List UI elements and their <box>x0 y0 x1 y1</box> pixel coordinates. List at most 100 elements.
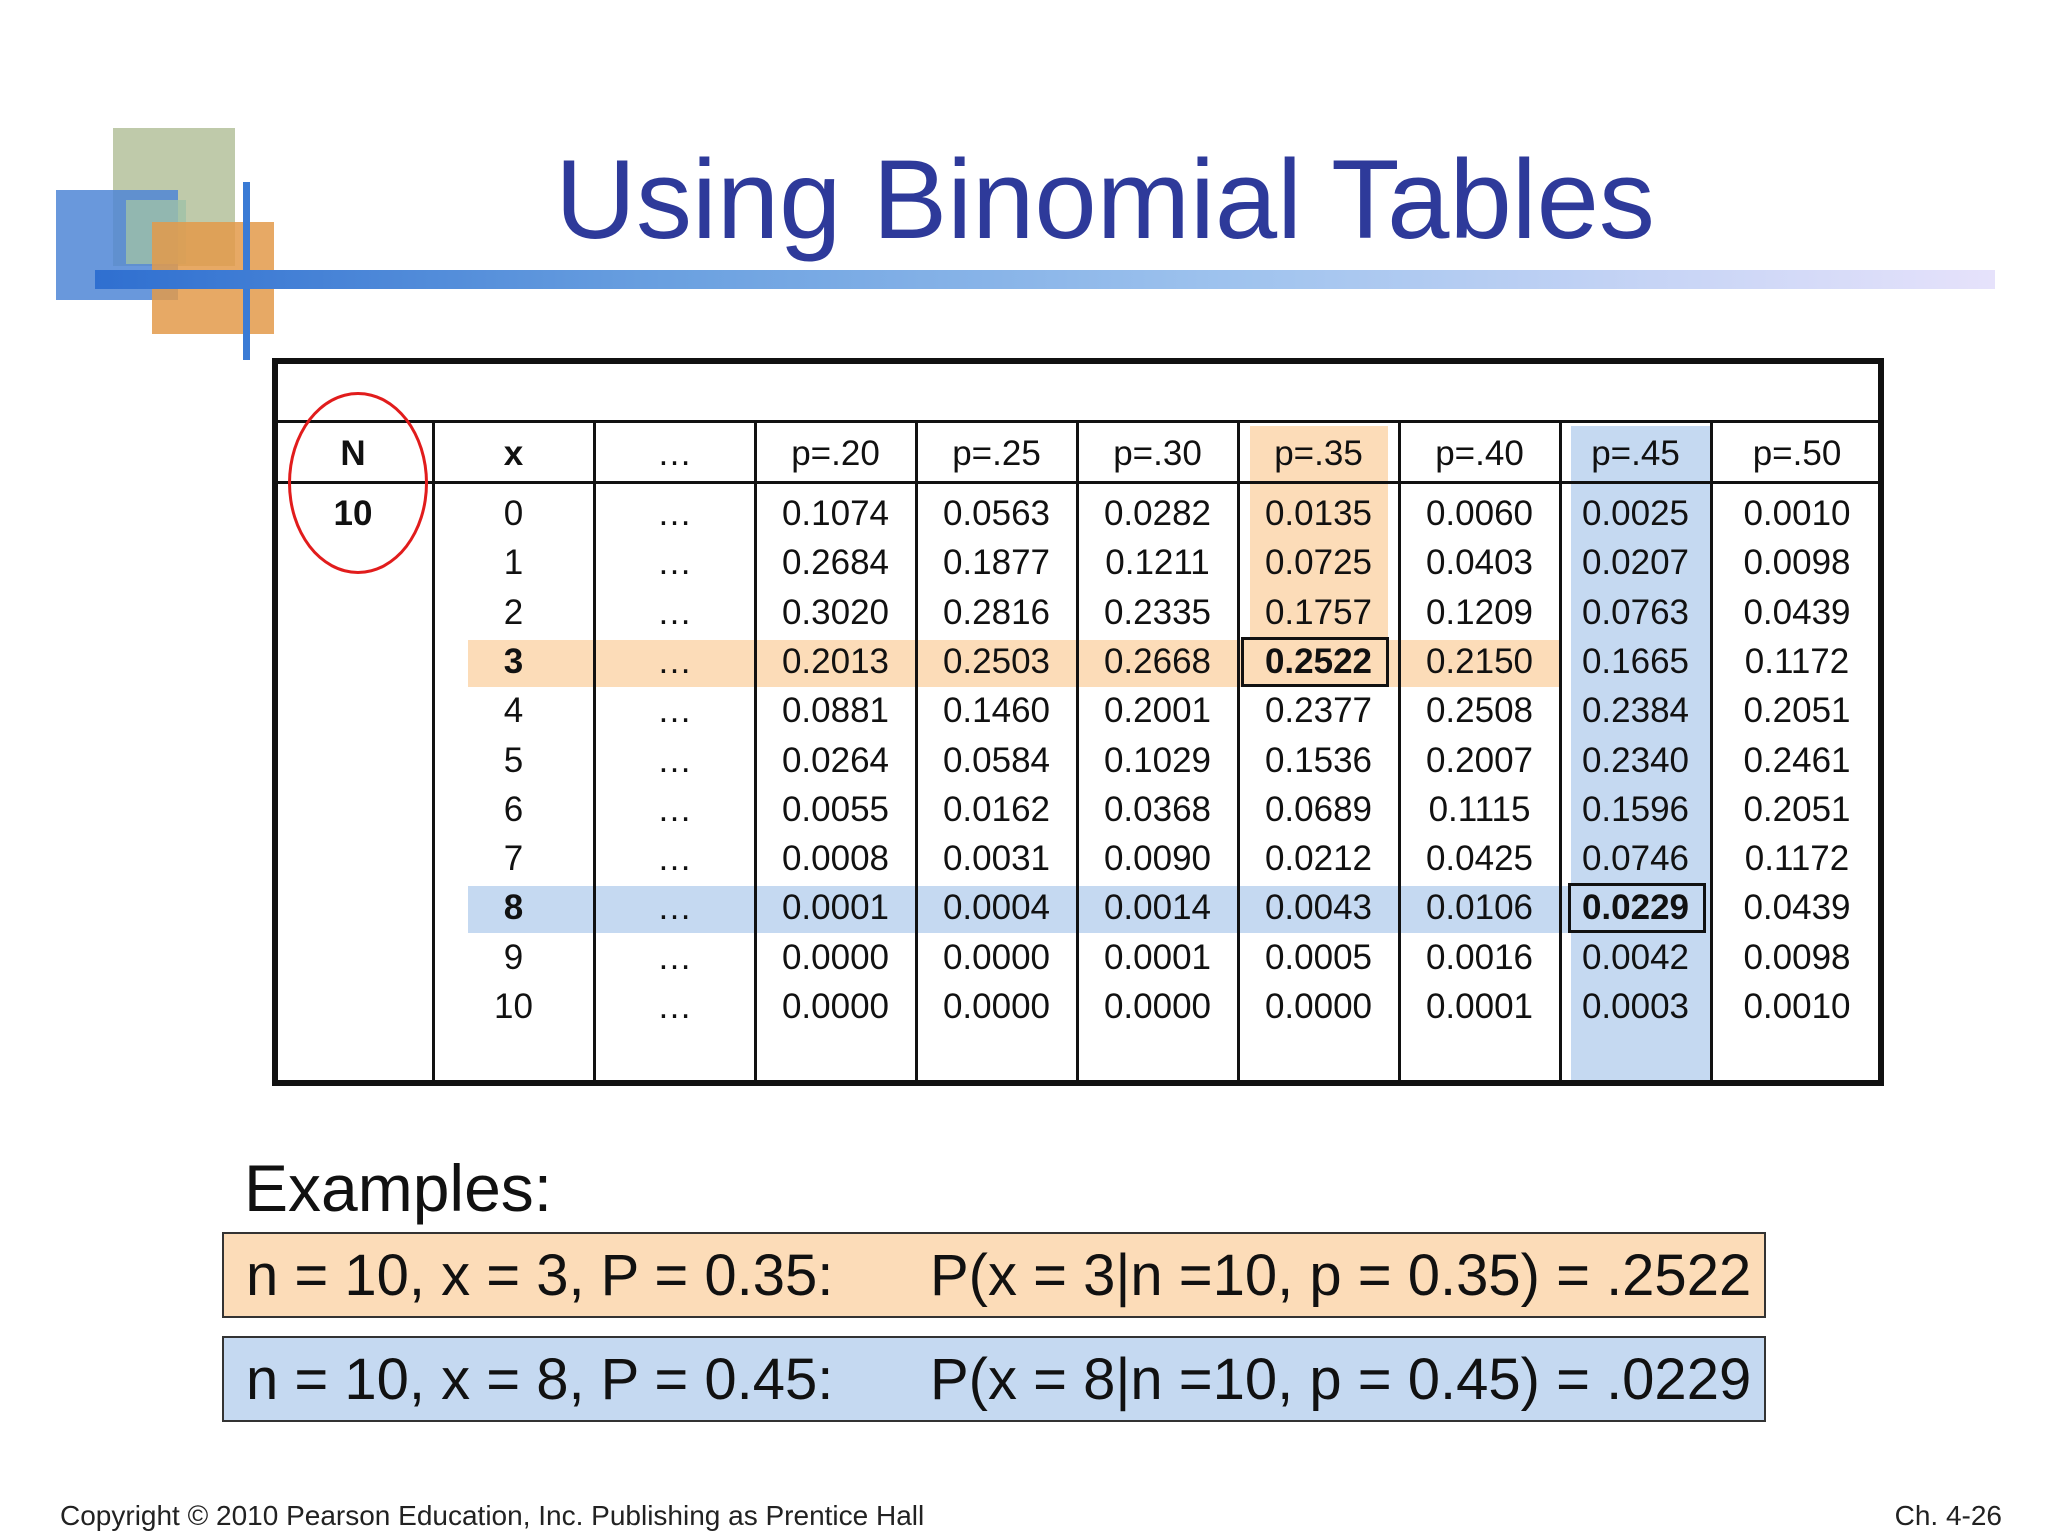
column-header: p=.40 <box>1435 434 1524 473</box>
probability-cell: 0.0439 <box>1743 592 1851 632</box>
probability-cell: 0.0098 <box>1743 543 1851 583</box>
probability-cell: 0.1115 <box>1428 789 1531 829</box>
probability-cell: 0.3020 <box>781 592 890 632</box>
probability-cell: 0.0060 <box>1425 494 1534 533</box>
probability-cell: 0.1172 <box>1744 839 1850 879</box>
probability-cell: 0.0031 <box>942 839 1051 879</box>
ellipsis-cell: … <box>657 543 692 583</box>
ellipsis-cell: … <box>657 987 692 1026</box>
ellipsis-cell: … <box>657 740 692 780</box>
probability-cell: 0.0000 <box>781 987 890 1026</box>
column-separator <box>915 422 918 1084</box>
probability-cell: 0.0207 <box>1581 543 1690 583</box>
probability-cell: 0.2461 <box>1743 740 1851 780</box>
slide-title: Using Binomial Tables <box>555 137 1655 262</box>
probability-cell: 0.0000 <box>781 937 890 977</box>
highlight-column-p35 <box>1250 426 1388 646</box>
probability-cell: 0.0229 <box>1581 888 1690 928</box>
probability-cell: 0.0689 <box>1264 789 1373 829</box>
probability-cell: 0.0264 <box>781 740 890 780</box>
probability-cell: 0.0000 <box>942 937 1051 977</box>
probability-cell: 0.2668 <box>1103 641 1212 681</box>
probability-cell: 0.0010 <box>1743 494 1851 533</box>
probability-cell: 0.0001 <box>1425 987 1534 1026</box>
x-value-cell: 7 <box>503 839 524 879</box>
x-value-cell: 4 <box>503 691 524 731</box>
probability-cell: 0.0043 <box>1264 888 1373 928</box>
probability-cell: 0.0005 <box>1264 937 1373 977</box>
probability-cell: 0.0000 <box>1103 987 1212 1026</box>
column-separator <box>432 422 435 1084</box>
probability-cell: 0.0563 <box>942 494 1051 533</box>
probability-cell: 0.1074 <box>781 494 890 533</box>
probability-cell: 0.1757 <box>1264 592 1373 632</box>
column-separator <box>593 422 596 1084</box>
probability-cell: 0.2001 <box>1103 691 1212 731</box>
probability-cell: 0.0016 <box>1425 937 1534 977</box>
probability-cell: 0.0881 <box>781 691 890 731</box>
column-header: … <box>657 434 692 473</box>
slide-number: Ch. 4-26 <box>1894 1500 2002 1531</box>
probability-cell: 0.1172 <box>1744 641 1850 681</box>
ellipsis-cell: … <box>657 592 692 632</box>
probability-cell: 0.0098 <box>1743 937 1851 977</box>
probability-cell: 0.0014 <box>1103 888 1212 928</box>
table-rule <box>274 420 1882 423</box>
ellipsis-cell: … <box>657 494 692 533</box>
column-header: p=.25 <box>952 434 1041 473</box>
probability-cell: 0.0001 <box>781 888 890 928</box>
column-header: p=.30 <box>1113 434 1202 473</box>
probability-cell: 0.0004 <box>942 888 1051 928</box>
probability-cell: 0.2335 <box>1103 592 1212 632</box>
probability-cell: 0.0403 <box>1425 543 1534 583</box>
probability-cell: 0.1209 <box>1425 592 1534 632</box>
probability-cell: 0.1211 <box>1105 543 1210 583</box>
x-value-cell: 0 <box>503 494 524 533</box>
column-separator <box>1076 422 1079 1084</box>
column-separator <box>1559 422 1562 1084</box>
example-params: n = 10, x = 3, P = 0.35: <box>246 1243 834 1308</box>
probability-cell: 0.1877 <box>942 543 1051 583</box>
ellipsis-cell: … <box>657 839 692 879</box>
x-value-cell: 3 <box>503 641 524 681</box>
x-value-cell: 8 <box>503 888 524 928</box>
example-result: P(x = 8|n =10, p = 0.45) = .0229 <box>930 1347 1752 1412</box>
probability-cell: 0.0763 <box>1581 592 1690 632</box>
probability-cell: 0.0003 <box>1581 987 1690 1026</box>
ellipsis-cell: … <box>657 789 692 829</box>
probability-cell: 0.0212 <box>1264 839 1373 879</box>
x-value-cell: 1 <box>503 543 524 583</box>
title-underline-bar <box>95 270 1995 289</box>
column-separator <box>1237 422 1240 1084</box>
probability-cell: 0.0106 <box>1425 888 1534 928</box>
examples-heading: Examples: <box>244 1151 553 1225</box>
n-circle-annotation <box>288 392 428 574</box>
column-header: p=.35 <box>1274 434 1363 473</box>
probability-cell: 0.0000 <box>942 987 1051 1026</box>
probability-cell: 0.0439 <box>1743 888 1851 928</box>
column-separator <box>1398 422 1401 1084</box>
ellipsis-cell: … <box>657 937 692 977</box>
probability-cell: 0.2384 <box>1581 691 1690 731</box>
highlight-column-p45 <box>1571 426 1710 1086</box>
example-box: n = 10, x = 3, P = 0.35: P(x = 3|n =10, … <box>222 1232 1766 1318</box>
highlight-row-x3 <box>468 640 1559 687</box>
probability-cell: 0.0090 <box>1103 839 1212 879</box>
column-separator <box>1710 422 1713 1084</box>
probability-cell: 0.0584 <box>942 740 1051 780</box>
column-separator <box>754 422 757 1084</box>
ellipsis-cell: … <box>657 888 692 928</box>
probability-cell: 0.2150 <box>1425 641 1534 681</box>
probability-cell: 0.0000 <box>1264 987 1373 1026</box>
x-value-cell: 5 <box>503 740 524 780</box>
x-value-cell: 9 <box>503 937 524 977</box>
probability-cell: 0.0725 <box>1264 543 1373 583</box>
x-value-cell: 10 <box>494 987 533 1026</box>
probability-cell: 0.2007 <box>1425 740 1534 780</box>
probability-cell: 0.0025 <box>1581 494 1690 533</box>
probability-cell: 0.0008 <box>781 839 890 879</box>
probability-cell: 0.2816 <box>942 592 1051 632</box>
probability-cell: 0.0746 <box>1581 839 1690 879</box>
example-result: P(x = 3|n =10, p = 0.35) = .2522 <box>930 1243 1752 1308</box>
probability-cell: 0.2013 <box>781 641 890 681</box>
